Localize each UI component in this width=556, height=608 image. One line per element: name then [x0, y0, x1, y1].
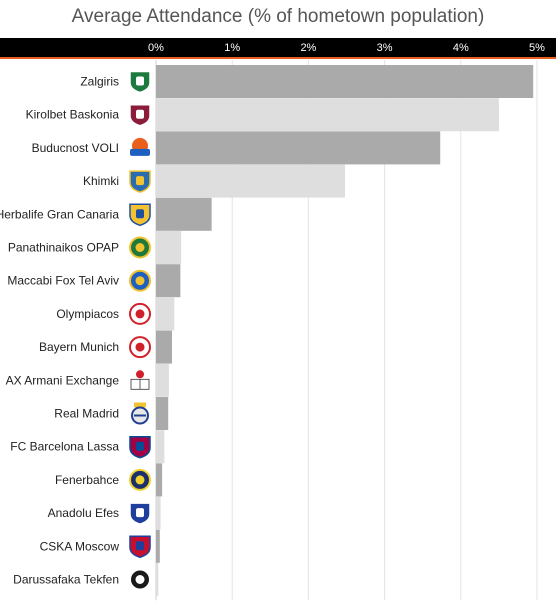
- maccabi-logo: [129, 269, 151, 292]
- panathinaikos-logo: [129, 236, 151, 259]
- zalgiris-logo: [129, 70, 151, 94]
- bar: [156, 231, 182, 264]
- darussafaka-logo: [129, 568, 151, 591]
- bar: [156, 164, 345, 198]
- gran-canaria-logo: [129, 203, 151, 227]
- bar: [156, 496, 161, 530]
- bar: [156, 65, 534, 98]
- baskonia-logo: [129, 103, 151, 127]
- bayern-logo: [129, 336, 151, 359]
- cska-logo: [129, 535, 151, 559]
- category-label: Buducnost VOLI: [32, 141, 119, 155]
- bar: [156, 297, 175, 331]
- bar: [156, 197, 212, 231]
- bar: [156, 529, 160, 563]
- axis-header-bar: [0, 38, 556, 57]
- olympiacos-logo: [129, 302, 151, 325]
- x-tick-label: 2%: [300, 42, 316, 54]
- bar: [156, 98, 499, 132]
- bar: [156, 363, 169, 397]
- armani-logo: [130, 370, 150, 390]
- category-label: CSKA Moscow: [40, 539, 120, 553]
- x-tick-label: 3%: [377, 42, 393, 54]
- buducnost-logo: [130, 137, 150, 156]
- category-label: AX Armani Exchange: [6, 373, 120, 387]
- x-tick-label: 4%: [453, 42, 469, 54]
- x-tick-label: 1%: [224, 42, 240, 54]
- bar: [156, 430, 165, 464]
- axis-header-underline: [0, 57, 556, 59]
- category-label: Kirolbet Baskonia: [26, 108, 120, 122]
- category-label: Herbalife Gran Canaria: [0, 207, 119, 221]
- category-label: FC Barcelona Lassa: [10, 440, 119, 454]
- category-label: Darussafaka Tekfen: [13, 573, 119, 587]
- efes-logo: [129, 502, 151, 525]
- category-label: Anadolu Efes: [48, 506, 119, 520]
- category-label: Zalgiris: [80, 75, 119, 89]
- category-label: Khimki: [83, 174, 119, 188]
- bar: [156, 397, 169, 430]
- real-madrid-logo: [131, 402, 149, 425]
- category-label: Real Madrid: [54, 407, 119, 421]
- category-label: Panathinaikos OPAP: [8, 241, 119, 255]
- barcelona-logo: [129, 435, 151, 459]
- chart-title: Average Attendance (% of hometown popula…: [71, 6, 485, 27]
- bar: [156, 463, 163, 497]
- bar: [156, 330, 173, 364]
- bar: [156, 563, 159, 596]
- category-label: Bayern Munich: [39, 340, 119, 354]
- category-label: Maccabi Fox Tel Aviv: [7, 274, 119, 288]
- fenerbahce-logo: [129, 468, 151, 491]
- khimki-logo: [129, 170, 151, 193]
- bar: [156, 131, 441, 165]
- bar: [156, 264, 181, 298]
- category-label: Olympiacos: [56, 307, 119, 321]
- category-label: Fenerbahce: [55, 473, 119, 487]
- x-tick-label: 5%: [529, 42, 545, 54]
- x-tick-label: 0%: [148, 42, 164, 54]
